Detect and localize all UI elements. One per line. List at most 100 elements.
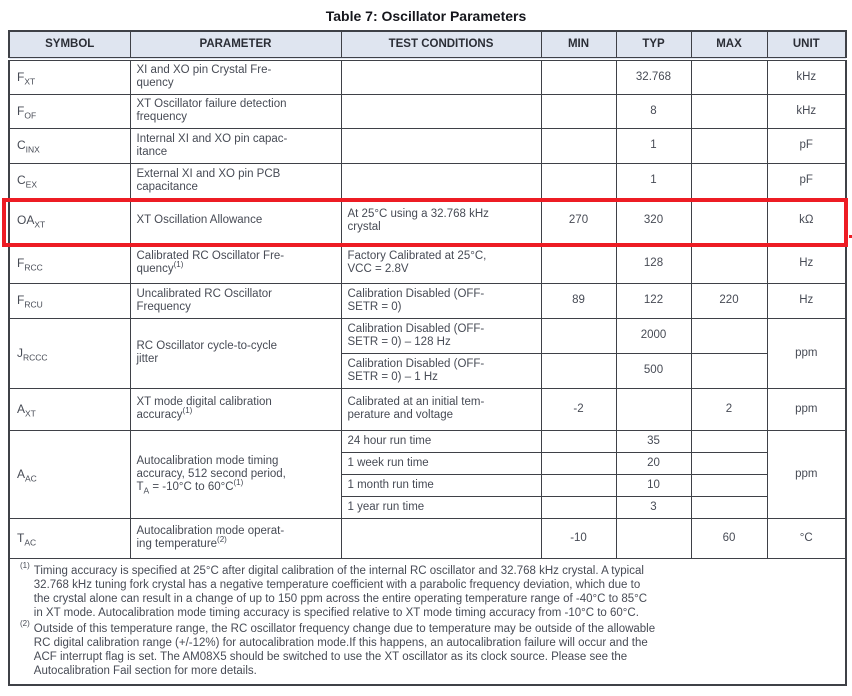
cell-max: [690, 429, 768, 453]
cell-symbol: AAC: [8, 429, 131, 519]
table-row: FRCU Uncalibrated RC Oscillator Frequency…: [8, 282, 847, 319]
cell-test-conditions: Calibration Disabled (OFF- SETR = 0): [340, 282, 542, 319]
cell-typ: [615, 517, 692, 559]
cell-typ: 8: [615, 93, 692, 129]
column-header-test-conditions: TEST CONDITIONS: [340, 30, 542, 61]
header-row: SYMBOL PARAMETER TEST CONDITIONS MIN TYP MAX U…: [8, 30, 847, 61]
cell-test-conditions: Calibration Disabled (OFF- SETR = 0) – 1…: [340, 352, 542, 389]
cell-test-conditions: [340, 162, 542, 199]
cell-symbol: CINX: [8, 127, 131, 164]
footnote-row: (1) Timing accuracy is specified at 25°C …: [8, 557, 847, 685]
cell-typ: 2000: [615, 317, 692, 354]
cell-symbol: FOF: [8, 93, 131, 129]
cell-min: [540, 127, 617, 164]
table-row: CEX External XI and XO pin PCB capacitanc…: [8, 162, 847, 199]
cell-parameter: XT Oscillator failure detection frequenc…: [129, 93, 342, 129]
table-row: TAC Autocalibration mode operat- ing temp…: [8, 517, 847, 559]
cell-symbol: FXT: [8, 58, 131, 95]
cell-typ: 35: [615, 429, 692, 453]
cell-unit: kHz: [766, 93, 847, 129]
cell-min: [540, 242, 617, 284]
cell-max: [690, 58, 768, 95]
cell-parameter: Calibrated RC Oscillator Fre- quency(1): [129, 242, 342, 284]
cell-parameter: Autocalibration mode operat- ing tempera…: [129, 517, 342, 559]
cell-parameter: Autocalibration mode timing accuracy, 51…: [129, 429, 342, 519]
cell-unit: kHz: [766, 58, 847, 95]
table-row: Calibration Disabled (OFF- SETR = 0) – 1…: [9, 352, 846, 389]
cell-unit: °C: [766, 517, 847, 559]
cell-typ: 1: [615, 162, 692, 199]
cell-parameter: Internal XI and XO pin capac- itance: [129, 127, 342, 164]
cell-min: [540, 162, 617, 199]
footnote-marker: (2): [20, 618, 30, 628]
column-header-typ: TYP: [615, 30, 692, 61]
cell-test-conditions: At 25°C using a 32.768 kHz crystal: [340, 197, 542, 244]
cell-min: [540, 352, 617, 389]
cell-typ: 1: [615, 127, 692, 164]
column-header-symbol: SYMBOL: [8, 30, 131, 61]
cell-symbol: OAXT: [8, 197, 131, 244]
cell-unit: pF: [766, 162, 847, 199]
table-body: FXT XI and XO pin Crystal Fre- quency 32.7…: [8, 58, 847, 559]
cell-parameter: XT Oscillation Allowance: [129, 197, 342, 244]
cell-test-conditions: Calibrated at an initial tem- perature a…: [340, 387, 542, 431]
column-header-parameter: PARAMETER: [129, 30, 342, 61]
cell-symbol: TAC: [8, 517, 131, 559]
cell-typ: 20: [615, 451, 692, 475]
cell-parameter: External XI and XO pin PCB capacitance: [129, 162, 342, 199]
cell-test-conditions: 1 week run time: [340, 451, 542, 475]
cell-min: -10: [540, 517, 617, 559]
cell-unit: ppm: [766, 387, 847, 431]
cell-typ: 122: [615, 282, 692, 319]
cell-max: [690, 162, 768, 199]
cell-min: [540, 93, 617, 129]
cell-typ: 32.768: [615, 58, 692, 95]
cell-unit: Hz: [766, 282, 847, 319]
cell-test-conditions: [340, 517, 542, 559]
cell-symbol: JRCCC: [8, 317, 131, 389]
cell-typ: 128: [615, 242, 692, 284]
cell-parameter: XI and XO pin Crystal Fre- quency: [129, 58, 342, 95]
footnotes: (1) Timing accuracy is specified at 25°C …: [20, 560, 837, 678]
table-row: FRCC Calibrated RC Oscillator Fre- quency…: [8, 242, 847, 284]
cell-parameter: RC Oscillator cycle-to-cycle jitter: [129, 317, 342, 389]
footnote-marker: (1): [20, 560, 30, 570]
cell-test-conditions: Factory Calibrated at 25°C, VCC = 2.8V: [340, 242, 542, 284]
oscillator-parameters-table: SYMBOL PARAMETER TEST CONDITIONS MIN TYP MAX U…: [8, 30, 847, 686]
cell-unit: Hz: [766, 242, 847, 284]
cell-max: [690, 93, 768, 129]
cell-test-conditions: [340, 127, 542, 164]
table-row: CINX Internal XI and XO pin capac- itance…: [8, 127, 847, 164]
footnote-2: (2) Outside of this temperature range, th…: [20, 618, 656, 677]
cell-min: [540, 495, 617, 519]
cell-max: 2: [690, 387, 768, 431]
cell-min: [540, 451, 617, 475]
table-row: 1 year run time 3: [9, 495, 846, 519]
cell-typ: 320: [615, 197, 692, 244]
cell-max: 60: [690, 517, 768, 559]
cell-max: [690, 451, 768, 475]
cell-max: [690, 127, 768, 164]
table-row: OAXT XT Oscillation Allowance At 25°C usin…: [8, 197, 847, 244]
table-row: 1 month run time 10: [9, 473, 846, 497]
cell-symbol: CEX: [8, 162, 131, 199]
cell-min: [540, 429, 617, 453]
column-header-min: MIN: [540, 30, 617, 61]
cell-max: [690, 352, 768, 389]
cell-max: [690, 242, 768, 284]
cell-max: [690, 197, 768, 244]
cell-test-conditions: Calibration Disabled (OFF- SETR = 0) – 1…: [340, 317, 542, 354]
cell-unit: kΩ: [766, 197, 847, 244]
cell-test-conditions: [340, 93, 542, 129]
cell-parameter: XT mode digital calibration accuracy(1): [129, 387, 342, 431]
cell-max: 220: [690, 282, 768, 319]
cell-test-conditions: 1 month run time: [340, 473, 542, 497]
cell-test-conditions: 1 year run time: [340, 495, 542, 519]
table-row: AAC Autocalibration mode timing accuracy,…: [8, 429, 847, 519]
cell-min: 270: [540, 197, 617, 244]
cell-min: [540, 317, 617, 354]
cell-test-conditions: 24 hour run time: [340, 429, 542, 453]
table-row: AXT XT mode digital calibration accuracy(…: [8, 387, 847, 431]
table-title: Table 7: Oscillator Parameters: [325, 8, 527, 24]
cell-unit: ppm: [766, 317, 847, 389]
